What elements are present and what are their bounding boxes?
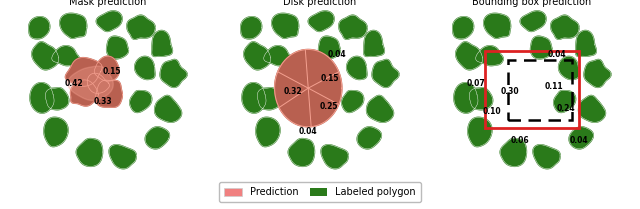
Polygon shape bbox=[264, 46, 291, 66]
Polygon shape bbox=[500, 139, 527, 166]
Polygon shape bbox=[96, 11, 122, 31]
Polygon shape bbox=[70, 80, 99, 106]
Polygon shape bbox=[109, 145, 136, 169]
Text: 0.07: 0.07 bbox=[467, 79, 486, 88]
Polygon shape bbox=[65, 58, 102, 86]
Text: 0.06: 0.06 bbox=[511, 136, 529, 145]
Polygon shape bbox=[347, 56, 367, 79]
Text: 0.42: 0.42 bbox=[65, 79, 84, 88]
Polygon shape bbox=[319, 36, 340, 59]
Polygon shape bbox=[30, 83, 54, 113]
Polygon shape bbox=[76, 139, 102, 166]
Polygon shape bbox=[107, 36, 129, 59]
Polygon shape bbox=[145, 127, 170, 149]
Polygon shape bbox=[94, 56, 119, 81]
Polygon shape bbox=[52, 46, 79, 66]
Polygon shape bbox=[272, 13, 299, 38]
Title: Disk prediction: Disk prediction bbox=[284, 0, 356, 7]
Polygon shape bbox=[288, 139, 314, 166]
Polygon shape bbox=[68, 66, 113, 100]
Text: 0.24: 0.24 bbox=[556, 104, 575, 113]
Polygon shape bbox=[134, 56, 155, 79]
Polygon shape bbox=[152, 31, 172, 56]
Polygon shape bbox=[342, 91, 364, 112]
Polygon shape bbox=[456, 42, 483, 70]
Polygon shape bbox=[367, 96, 394, 122]
Polygon shape bbox=[551, 15, 579, 39]
Bar bbox=[508, 60, 572, 120]
Polygon shape bbox=[372, 60, 399, 87]
Polygon shape bbox=[554, 91, 575, 112]
Text: 0.33: 0.33 bbox=[93, 97, 113, 106]
Title: Bounding box prediction: Bounding box prediction bbox=[472, 0, 591, 7]
Legend: Prediction, Labeled polygon: Prediction, Labeled polygon bbox=[220, 182, 420, 202]
Polygon shape bbox=[242, 83, 266, 113]
Polygon shape bbox=[357, 127, 381, 149]
Title: Mask prediction: Mask prediction bbox=[69, 0, 147, 7]
Polygon shape bbox=[476, 46, 503, 66]
Polygon shape bbox=[87, 73, 109, 93]
Text: 0.04: 0.04 bbox=[328, 50, 346, 59]
Polygon shape bbox=[44, 117, 68, 147]
Text: 0.04: 0.04 bbox=[548, 50, 566, 59]
Polygon shape bbox=[29, 17, 50, 39]
Polygon shape bbox=[257, 88, 281, 110]
Polygon shape bbox=[520, 11, 546, 31]
Polygon shape bbox=[155, 96, 182, 122]
Text: 0.32: 0.32 bbox=[284, 87, 303, 96]
Text: 0.04: 0.04 bbox=[570, 136, 588, 145]
Polygon shape bbox=[579, 96, 605, 122]
Text: 0.15: 0.15 bbox=[102, 67, 121, 76]
Polygon shape bbox=[469, 88, 493, 110]
Text: 0.25: 0.25 bbox=[319, 102, 338, 111]
Polygon shape bbox=[308, 11, 334, 31]
Polygon shape bbox=[130, 91, 152, 112]
Polygon shape bbox=[454, 83, 478, 113]
Polygon shape bbox=[127, 15, 155, 39]
Polygon shape bbox=[60, 13, 87, 38]
Polygon shape bbox=[45, 88, 68, 110]
Polygon shape bbox=[321, 145, 348, 169]
Polygon shape bbox=[484, 13, 511, 38]
Polygon shape bbox=[32, 42, 59, 70]
Polygon shape bbox=[576, 31, 596, 56]
Polygon shape bbox=[339, 15, 367, 39]
Text: 0.04: 0.04 bbox=[299, 127, 317, 136]
Polygon shape bbox=[584, 60, 611, 87]
Bar bbox=[485, 51, 579, 129]
Polygon shape bbox=[468, 117, 492, 147]
Polygon shape bbox=[452, 17, 474, 39]
Polygon shape bbox=[95, 80, 122, 107]
Text: 0.15: 0.15 bbox=[321, 74, 339, 83]
Polygon shape bbox=[275, 50, 342, 127]
Text: 0.30: 0.30 bbox=[500, 87, 520, 96]
Polygon shape bbox=[569, 127, 593, 149]
Text: 0.11: 0.11 bbox=[545, 82, 563, 91]
Polygon shape bbox=[256, 117, 280, 147]
Polygon shape bbox=[241, 17, 262, 39]
Polygon shape bbox=[244, 42, 271, 70]
Text: 0.10: 0.10 bbox=[483, 107, 501, 116]
Polygon shape bbox=[533, 145, 560, 169]
Polygon shape bbox=[559, 56, 579, 79]
Polygon shape bbox=[160, 60, 187, 87]
Polygon shape bbox=[531, 36, 552, 59]
Polygon shape bbox=[364, 31, 385, 56]
